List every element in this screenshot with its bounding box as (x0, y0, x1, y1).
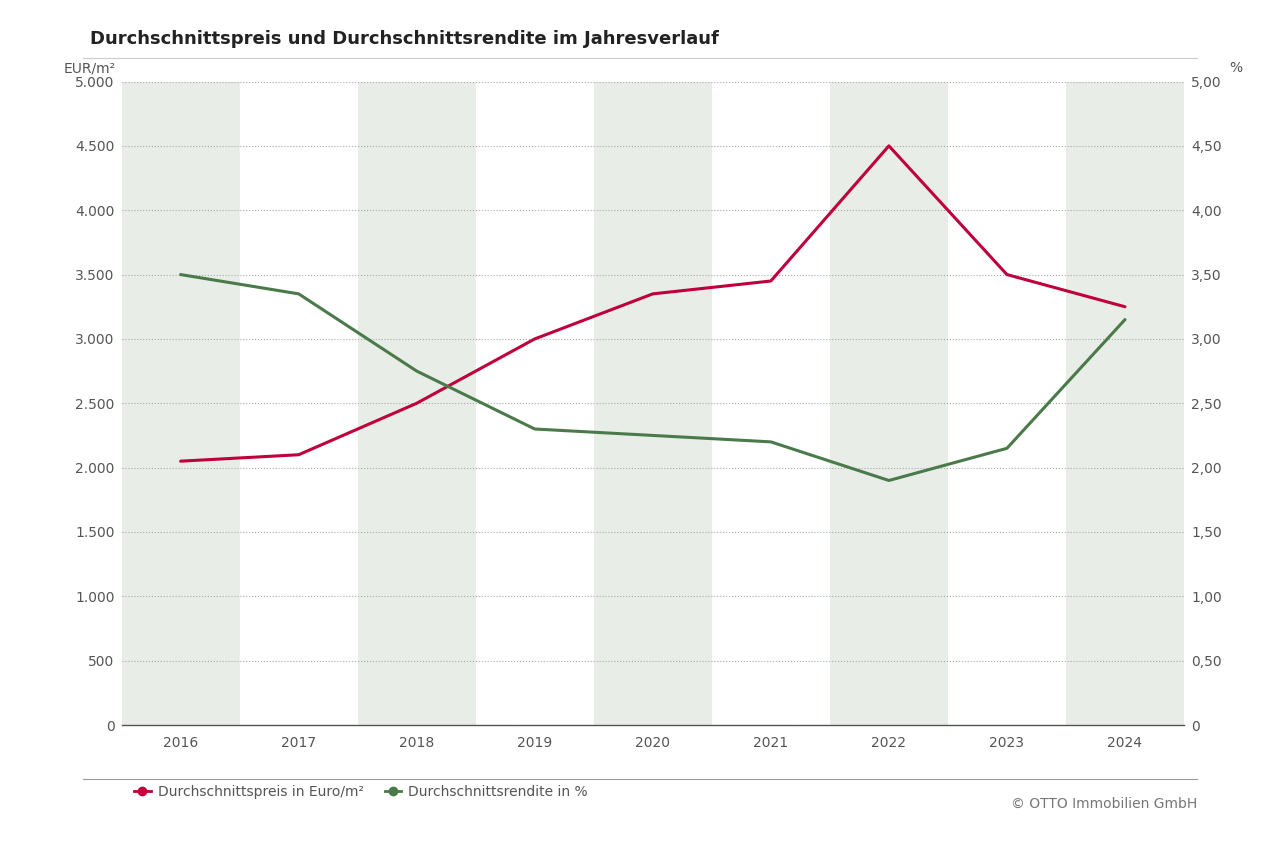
Text: Durchschnittspreis und Durchschnittsrendite im Jahresverlauf: Durchschnittspreis und Durchschnittsrend… (90, 30, 718, 48)
Bar (357, 82, 476, 725)
Bar (122, 82, 239, 725)
Bar (594, 82, 712, 725)
Text: EUR/m²: EUR/m² (63, 61, 115, 75)
Bar (1066, 82, 1184, 725)
Text: %: % (1229, 61, 1243, 75)
Bar (829, 82, 948, 725)
Text: © OTTO Immobilien GmbH: © OTTO Immobilien GmbH (1010, 797, 1197, 811)
Legend: Durchschnittspreis in Euro/m², Durchschnittsrendite in %: Durchschnittspreis in Euro/m², Durchschn… (128, 780, 594, 805)
